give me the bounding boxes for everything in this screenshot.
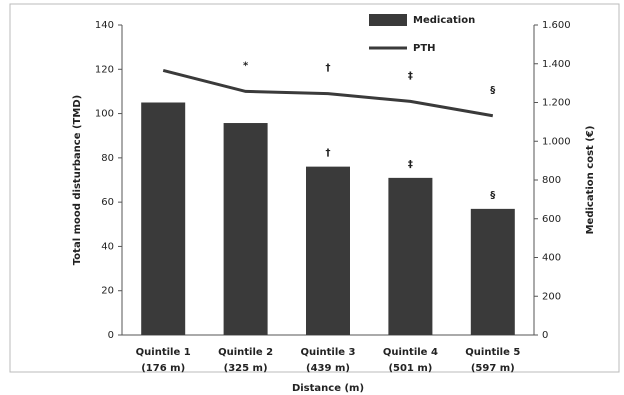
y-axis-title: Total mood disturbance (TMD): [72, 95, 83, 265]
bar: [306, 166, 350, 335]
y2-tick-label: 600: [542, 214, 561, 225]
bar: [470, 208, 515, 335]
bar-annotation: §: [490, 190, 495, 201]
x-tick-label: Quintile 5: [465, 347, 520, 358]
y2-tick-label: 200: [542, 291, 561, 302]
legend-label: PTH: [413, 43, 436, 54]
bar: [141, 102, 186, 335]
y-tick-label: 140: [95, 20, 114, 31]
y2-axis-title: Medication cost (€): [585, 126, 596, 235]
x-tick-label: (439 m): [306, 363, 350, 374]
y2-tick-label: 1.600: [542, 20, 571, 31]
legend-label: Medication: [413, 15, 475, 26]
x-tick-label: (325 m): [224, 363, 268, 374]
x-tick-label: (501 m): [388, 363, 432, 374]
legend-swatch: [369, 14, 407, 26]
line-annotation: †: [326, 63, 331, 74]
line-annotation: ‡: [408, 70, 413, 81]
y-tick-label: 120: [95, 64, 114, 75]
line-annotation: *: [243, 60, 249, 71]
y2-tick-label: 0: [542, 330, 548, 341]
x-tick-label: Quintile 2: [218, 347, 273, 358]
bar-annotation: ‡: [408, 159, 413, 170]
y-tick-label: 80: [101, 153, 114, 164]
x-axis-title: Distance (m): [292, 383, 364, 394]
y-tick-label: 100: [95, 109, 114, 120]
y-tick-label: 20: [101, 286, 114, 297]
y-tick-label: 40: [101, 241, 114, 252]
x-tick-label: Quintile 1: [136, 347, 191, 358]
y2-tick-label: 1.000: [542, 136, 571, 147]
y2-tick-label: 800: [542, 175, 561, 186]
bar-annotation: †: [326, 148, 331, 159]
line-annotation: §: [490, 85, 495, 96]
bar: [223, 123, 268, 335]
frame: [9, 3, 620, 373]
line: [162, 68, 494, 118]
x-tick-label: (597 m): [471, 363, 515, 374]
y2-tick-label: 1.200: [542, 98, 571, 109]
x-tick-label: (176 m): [141, 363, 185, 374]
y-tick-label: 60: [101, 197, 114, 208]
y2-tick-label: 400: [542, 253, 561, 264]
y2-tick-label: 1.400: [542, 59, 571, 70]
y-tick-label: 0: [108, 330, 114, 341]
x-tick-label: Quintile 4: [383, 347, 438, 358]
x-tick-label: Quintile 3: [300, 347, 355, 358]
bar: [388, 177, 433, 335]
